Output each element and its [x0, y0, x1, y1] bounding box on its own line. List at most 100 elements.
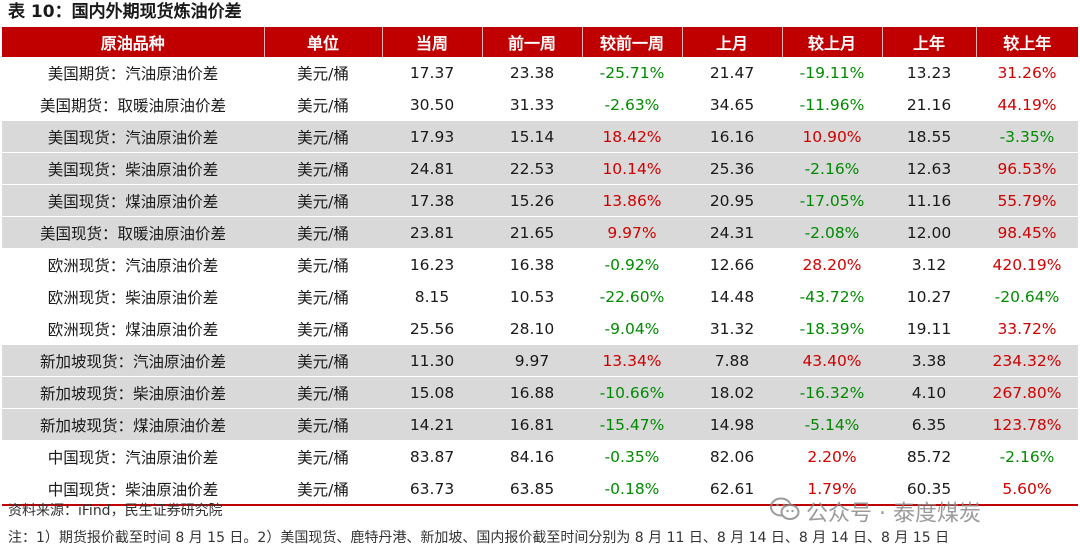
row-unit: 美元/桶 — [264, 216, 382, 249]
change-vs-year: 55.79% — [976, 184, 1078, 217]
value-current-week: 16.23 — [382, 248, 482, 281]
table-row: 欧洲现货：煤油原油价差 美元/桶 25.56 28.10 -9.04% 31.32 -18.… — [2, 312, 1078, 345]
value-previous-week: 16.38 — [482, 248, 582, 281]
change-vs-week: -0.35% — [582, 440, 682, 473]
value-last-month: 34.65 — [682, 88, 782, 121]
value-previous-week: 22.53 — [482, 152, 582, 185]
row-unit: 美元/桶 — [264, 152, 382, 185]
value-previous-week: 63.85 — [482, 472, 582, 506]
row-name: 新加坡现货：煤油原油价差 — [2, 408, 264, 441]
header-previous-week: 前一周 — [481, 27, 582, 57]
change-vs-year: 98.45% — [976, 216, 1078, 249]
change-vs-year: 123.78% — [976, 408, 1078, 441]
change-vs-week: -9.04% — [582, 312, 682, 345]
change-vs-year: 5.60% — [976, 472, 1078, 506]
change-vs-week: 9.97% — [582, 216, 682, 249]
row-name: 欧洲现货：柴油原油价差 — [2, 280, 264, 313]
value-last-year: 19.11 — [882, 312, 976, 345]
value-current-week: 83.87 — [382, 440, 482, 473]
value-previous-week: 23.38 — [482, 57, 582, 89]
value-current-week: 17.93 — [382, 120, 482, 153]
row-name: 美国期货：汽油原油价差 — [2, 57, 264, 89]
change-vs-year: -2.16% — [976, 440, 1078, 473]
value-last-month: 14.98 — [682, 408, 782, 441]
header-last-year: 上年 — [881, 27, 976, 57]
value-last-month: 82.06 — [682, 440, 782, 473]
change-vs-week: 13.86% — [582, 184, 682, 217]
change-vs-year: 96.53% — [976, 152, 1078, 185]
value-last-month: 12.66 — [682, 248, 782, 281]
row-unit: 美元/桶 — [264, 184, 382, 217]
value-previous-week: 15.14 — [482, 120, 582, 153]
value-previous-week: 16.81 — [482, 408, 582, 441]
change-vs-week: -0.18% — [582, 472, 682, 506]
value-last-month: 21.47 — [682, 57, 782, 89]
row-unit: 美元/桶 — [264, 88, 382, 121]
table-row: 美国现货：取暖油原油价差 美元/桶 23.81 21.65 9.97% 24.31 -2.0… — [2, 216, 1078, 249]
change-vs-year: 234.32% — [976, 344, 1078, 377]
change-vs-year: 44.19% — [976, 88, 1078, 121]
value-last-month: 18.02 — [682, 376, 782, 409]
change-vs-month: -19.11% — [782, 57, 882, 89]
change-vs-year: -3.35% — [976, 120, 1078, 153]
table-header-row: 原油品种 单位 当周 前一周 较前一周 上月 较上月 上年 较上年 — [2, 27, 1078, 57]
value-previous-week: 16.88 — [482, 376, 582, 409]
value-last-month: 16.16 — [682, 120, 782, 153]
value-current-week: 63.73 — [382, 472, 482, 506]
value-previous-week: 31.33 — [482, 88, 582, 121]
change-vs-week: -22.60% — [582, 280, 682, 313]
value-current-week: 25.56 — [382, 312, 482, 345]
value-last-year: 12.00 — [882, 216, 976, 249]
value-current-week: 24.81 — [382, 152, 482, 185]
row-unit: 美元/桶 — [264, 57, 382, 89]
header-unit: 单位 — [263, 27, 382, 57]
table-row: 新加坡现货：汽油原油价差 美元/桶 11.30 9.97 13.34% 7.88 43.40… — [2, 344, 1078, 377]
wechat-icon — [770, 496, 800, 533]
value-last-month: 24.31 — [682, 216, 782, 249]
change-vs-month: 2.20% — [782, 440, 882, 473]
row-name: 欧洲现货：煤油原油价差 — [2, 312, 264, 345]
row-name: 中国现货：柴油原油价差 — [2, 472, 264, 506]
value-last-year: 85.72 — [882, 440, 976, 473]
change-vs-year: 420.19% — [976, 248, 1078, 281]
row-name: 美国现货：取暖油原油价差 — [2, 216, 264, 249]
change-vs-month: -5.14% — [782, 408, 882, 441]
row-name: 美国现货：汽油原油价差 — [2, 120, 264, 153]
change-vs-year: 31.26% — [976, 57, 1078, 89]
change-vs-month: 43.40% — [782, 344, 882, 377]
change-vs-week: -25.71% — [582, 57, 682, 89]
watermark: 公众号 · 泰度煤炭 — [770, 496, 981, 530]
table-title: 表 10：国内外期现货炼油价差 — [8, 2, 242, 22]
value-current-week: 17.38 — [382, 184, 482, 217]
row-name: 新加坡现货：汽油原油价差 — [2, 344, 264, 377]
footnote: 注：1）期货报价截至时间 8 月 15 日。2）美国现货、鹿特丹港、新加坡、国内… — [8, 530, 950, 546]
change-vs-month: -16.32% — [782, 376, 882, 409]
change-vs-month: -11.96% — [782, 88, 882, 121]
table-row: 新加坡现货：煤油原油价差 美元/桶 14.21 16.81 -15.47% 14.98 -5… — [2, 408, 1078, 441]
value-last-month: 62.61 — [682, 472, 782, 506]
value-last-year: 18.55 — [882, 120, 976, 153]
value-last-month: 25.36 — [682, 152, 782, 185]
value-last-month: 7.88 — [682, 344, 782, 377]
value-last-year: 10.27 — [882, 280, 976, 313]
value-previous-week: 84.16 — [482, 440, 582, 473]
value-last-year: 60.35 — [882, 472, 976, 506]
table-row: 新加坡现货：柴油原油价差 美元/桶 15.08 16.88 -10.66% 18.02 -1… — [2, 376, 1078, 409]
table-row: 中国现货：柴油原油价差 美元/桶 63.73 63.85 -0.18% 62.61 1.79… — [2, 472, 1078, 506]
row-unit: 美元/桶 — [264, 280, 382, 313]
row-unit: 美元/桶 — [264, 312, 382, 345]
value-last-year: 13.23 — [882, 57, 976, 89]
change-vs-month: -17.05% — [782, 184, 882, 217]
change-vs-month: 28.20% — [782, 248, 882, 281]
header-current-week: 当周 — [381, 27, 482, 57]
table-row: 欧洲现货：汽油原油价差 美元/桶 16.23 16.38 -0.92% 12.66 28.2… — [2, 248, 1078, 281]
header-change-vs-week: 较前一周 — [581, 27, 682, 57]
value-last-month: 31.32 — [682, 312, 782, 345]
value-current-week: 23.81 — [382, 216, 482, 249]
row-name: 美国现货：柴油原油价差 — [2, 152, 264, 185]
row-name: 美国现货：煤油原油价差 — [2, 184, 264, 217]
value-current-week: 30.50 — [382, 88, 482, 121]
change-vs-year: 33.72% — [976, 312, 1078, 345]
header-change-vs-month: 较上月 — [781, 27, 882, 57]
row-unit: 美元/桶 — [264, 248, 382, 281]
